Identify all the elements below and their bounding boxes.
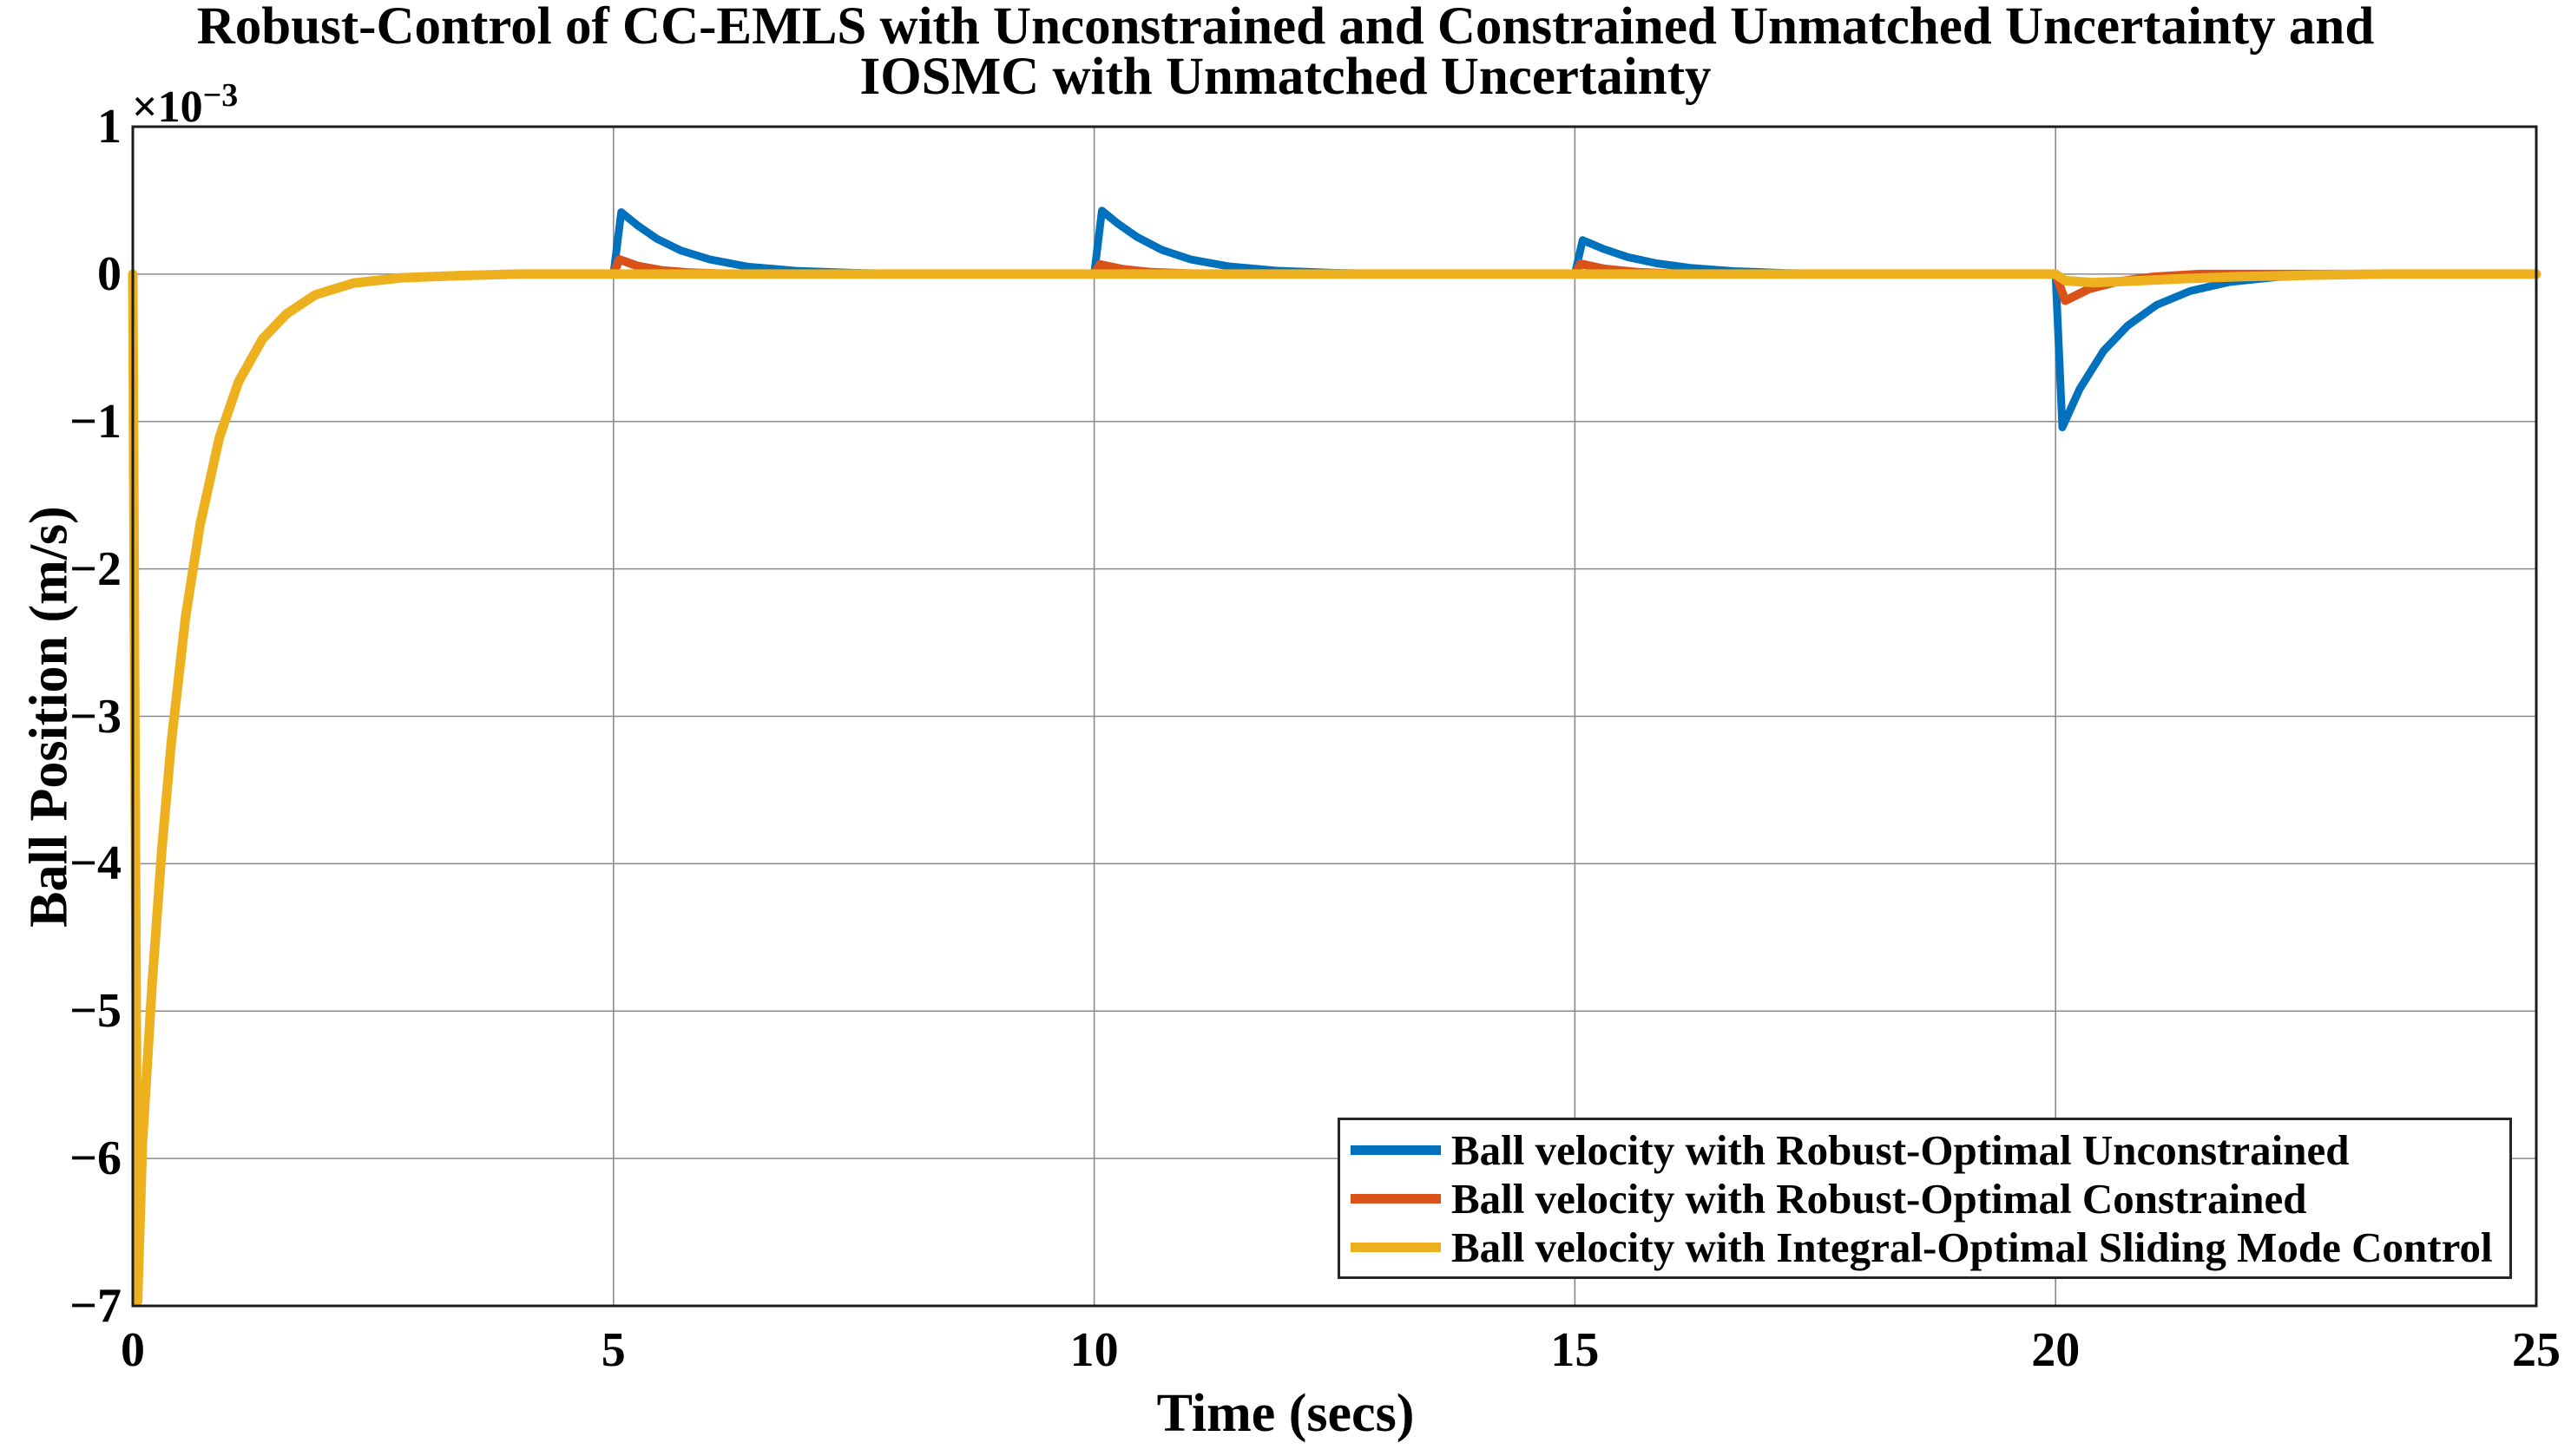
x-tick-label: 10 xyxy=(1069,1323,1119,1377)
y-axis-label: Ball Position (m/s) xyxy=(19,506,79,928)
legend-swatch-yellow xyxy=(1351,1242,1441,1252)
axes-border xyxy=(131,125,2538,1308)
y-tick-label: 0 xyxy=(97,246,122,301)
legend-label: Ball velocity with Robust-Optimal Uncons… xyxy=(1451,1125,2350,1174)
x-tick-label: 25 xyxy=(2512,1323,2561,1377)
y-tick-label: −6 xyxy=(69,1131,122,1186)
legend: Ball velocity with Robust-Optimal Uncons… xyxy=(1338,1118,2512,1279)
legend-item: Ball velocity with Robust-Optimal Uncons… xyxy=(1351,1125,2509,1174)
chart-title-line1: Robust-Control of CC-EMLS with Unconstra… xyxy=(196,0,2375,56)
series-line-2 xyxy=(128,269,2541,1307)
legend-swatch-blue xyxy=(1351,1144,1441,1155)
x-tick-label: 5 xyxy=(601,1323,626,1377)
chart-title: Robust-Control of CC-EMLS with Unconstra… xyxy=(0,0,2571,106)
y-axis-exponent-power: −3 xyxy=(202,77,239,114)
y-tick-label: −5 xyxy=(69,984,122,1039)
y-tick-label: −2 xyxy=(69,541,122,596)
y-axis-exponent-label: ×10−3 xyxy=(132,73,238,130)
legend-swatch-orange xyxy=(1351,1193,1441,1203)
x-tick-label: 15 xyxy=(1550,1323,1600,1377)
y-tick-label: 1 xyxy=(97,100,122,154)
y-tick-label: −3 xyxy=(69,689,122,744)
data-series xyxy=(128,207,2541,1307)
y-axis-exponent-base: ×10 xyxy=(132,82,203,132)
legend-item: Ball velocity with Robust-Optimal Constr… xyxy=(1351,1174,2509,1223)
x-tick-label: 0 xyxy=(121,1323,145,1377)
legend-label: Ball velocity with Robust-Optimal Constr… xyxy=(1451,1174,2307,1223)
legend-label: Ball velocity with Integral-Optimal Slid… xyxy=(1451,1223,2493,1271)
x-tick-label: 20 xyxy=(2031,1323,2081,1377)
x-axis-label: Time (secs) xyxy=(1156,1384,1415,1443)
y-tick-label: −4 xyxy=(69,836,122,891)
y-tick-label: −7 xyxy=(69,1279,122,1333)
y-tick-label: −1 xyxy=(69,394,122,449)
legend-item: Ball velocity with Integral-Optimal Slid… xyxy=(1351,1223,2509,1271)
chart-title-line2: IOSMC with Unmatched Uncertainty xyxy=(859,48,1712,106)
